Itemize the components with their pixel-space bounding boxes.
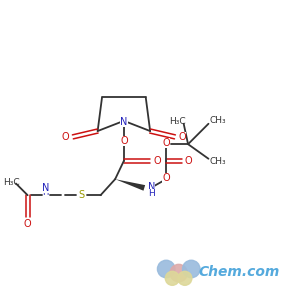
Text: N: N [148,182,155,192]
Text: H₃C: H₃C [3,178,20,187]
Text: O: O [62,132,69,142]
Text: N: N [120,117,128,127]
Polygon shape [115,179,145,191]
Circle shape [158,260,175,278]
Text: H₃C: H₃C [169,117,186,126]
Text: S: S [79,190,85,200]
Circle shape [170,264,188,282]
Text: N: N [42,183,50,193]
Text: O: O [185,156,193,166]
Circle shape [165,271,179,285]
Circle shape [182,260,200,278]
Text: Chem.com: Chem.com [198,265,280,279]
Text: O: O [120,136,128,146]
Text: CH₃: CH₃ [210,157,226,166]
Text: O: O [154,156,161,166]
Text: O: O [178,132,186,142]
Text: O: O [24,219,32,229]
Text: O: O [162,138,170,148]
Circle shape [178,271,192,285]
Text: CH₃: CH₃ [210,116,226,125]
Text: H: H [148,189,154,198]
Text: O: O [162,173,170,183]
Text: H: H [43,188,49,197]
